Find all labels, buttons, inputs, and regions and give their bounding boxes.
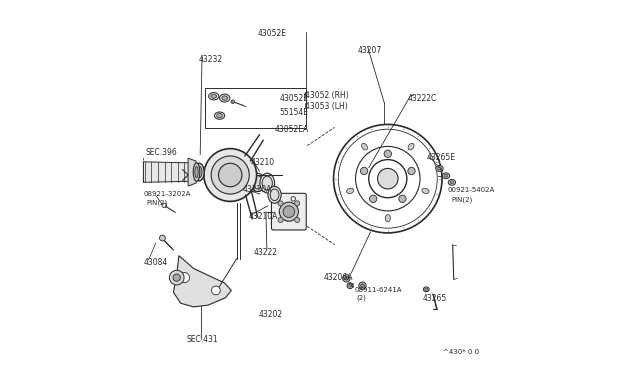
Circle shape (360, 167, 368, 174)
Text: 08911-6241A: 08911-6241A (355, 288, 402, 294)
Ellipse shape (262, 176, 273, 190)
Ellipse shape (436, 166, 443, 171)
Ellipse shape (260, 173, 275, 193)
Text: (2): (2) (356, 295, 366, 301)
Ellipse shape (362, 143, 367, 150)
Circle shape (231, 100, 235, 103)
Circle shape (294, 217, 300, 222)
Circle shape (384, 150, 392, 157)
Text: 43206A: 43206A (324, 273, 353, 282)
Polygon shape (188, 158, 196, 186)
Text: 43207: 43207 (357, 46, 381, 55)
Circle shape (212, 286, 220, 295)
Bar (205, 88, 307, 128)
Text: 43222C: 43222C (408, 93, 437, 103)
Text: 43265: 43265 (422, 294, 447, 303)
Text: SEC.431: SEC.431 (186, 335, 218, 344)
Ellipse shape (211, 94, 216, 98)
Ellipse shape (442, 173, 450, 179)
Ellipse shape (422, 188, 429, 193)
Ellipse shape (423, 287, 429, 292)
Text: N: N (348, 283, 353, 289)
Circle shape (170, 270, 184, 285)
Text: 43052E: 43052E (258, 29, 287, 38)
Ellipse shape (408, 143, 414, 150)
Ellipse shape (270, 189, 279, 201)
Ellipse shape (385, 215, 390, 222)
Ellipse shape (444, 174, 448, 177)
Circle shape (399, 195, 406, 202)
Text: 43084: 43084 (143, 259, 168, 267)
Circle shape (173, 274, 180, 281)
Ellipse shape (196, 166, 202, 178)
Circle shape (369, 195, 377, 202)
Circle shape (408, 167, 415, 174)
Ellipse shape (195, 167, 198, 177)
Circle shape (279, 202, 298, 221)
Circle shape (378, 169, 398, 189)
Ellipse shape (268, 186, 281, 203)
Text: 43202: 43202 (259, 311, 283, 320)
Text: PIN(2): PIN(2) (451, 197, 472, 203)
Ellipse shape (222, 96, 228, 100)
Text: 43053 (LH): 43053 (LH) (305, 102, 348, 110)
Circle shape (344, 276, 348, 280)
Polygon shape (173, 256, 231, 307)
Circle shape (211, 156, 249, 194)
Circle shape (283, 206, 294, 218)
Circle shape (159, 235, 165, 241)
Text: 43052E: 43052E (280, 93, 308, 103)
Text: 43210: 43210 (250, 158, 275, 167)
Circle shape (278, 201, 283, 206)
Text: 43265E: 43265E (426, 153, 455, 162)
Text: 08921-3202A: 08921-3202A (143, 191, 191, 197)
Text: 43052EA: 43052EA (274, 125, 308, 134)
Text: N: N (348, 283, 352, 288)
Ellipse shape (450, 181, 454, 184)
Text: 43210A: 43210A (248, 212, 278, 221)
Circle shape (342, 275, 350, 282)
Text: 43222: 43222 (253, 248, 277, 257)
Circle shape (278, 217, 283, 222)
Text: 00921-5402A: 00921-5402A (447, 187, 495, 193)
Ellipse shape (214, 112, 225, 119)
Circle shape (294, 201, 300, 206)
Text: 43232: 43232 (199, 55, 223, 64)
Text: SEC.396: SEC.396 (146, 148, 178, 157)
Ellipse shape (448, 179, 456, 185)
Circle shape (347, 283, 353, 289)
FancyBboxPatch shape (271, 193, 307, 230)
Text: 43210A: 43210A (243, 185, 273, 194)
Text: 55154E: 55154E (280, 108, 308, 117)
Ellipse shape (220, 94, 230, 102)
Ellipse shape (253, 176, 262, 189)
Ellipse shape (217, 113, 223, 118)
Circle shape (218, 163, 242, 187)
Ellipse shape (193, 163, 200, 181)
Text: PIN(2): PIN(2) (147, 199, 168, 206)
Ellipse shape (347, 188, 354, 193)
Circle shape (359, 282, 366, 289)
Ellipse shape (438, 167, 442, 170)
Polygon shape (143, 162, 195, 182)
Ellipse shape (194, 163, 204, 181)
Text: ^430* 0 0: ^430* 0 0 (443, 349, 479, 355)
Ellipse shape (209, 93, 219, 100)
Circle shape (361, 284, 364, 288)
Ellipse shape (251, 173, 265, 192)
Text: 43052 (RH): 43052 (RH) (305, 91, 349, 100)
Circle shape (204, 149, 257, 201)
Circle shape (179, 272, 189, 283)
